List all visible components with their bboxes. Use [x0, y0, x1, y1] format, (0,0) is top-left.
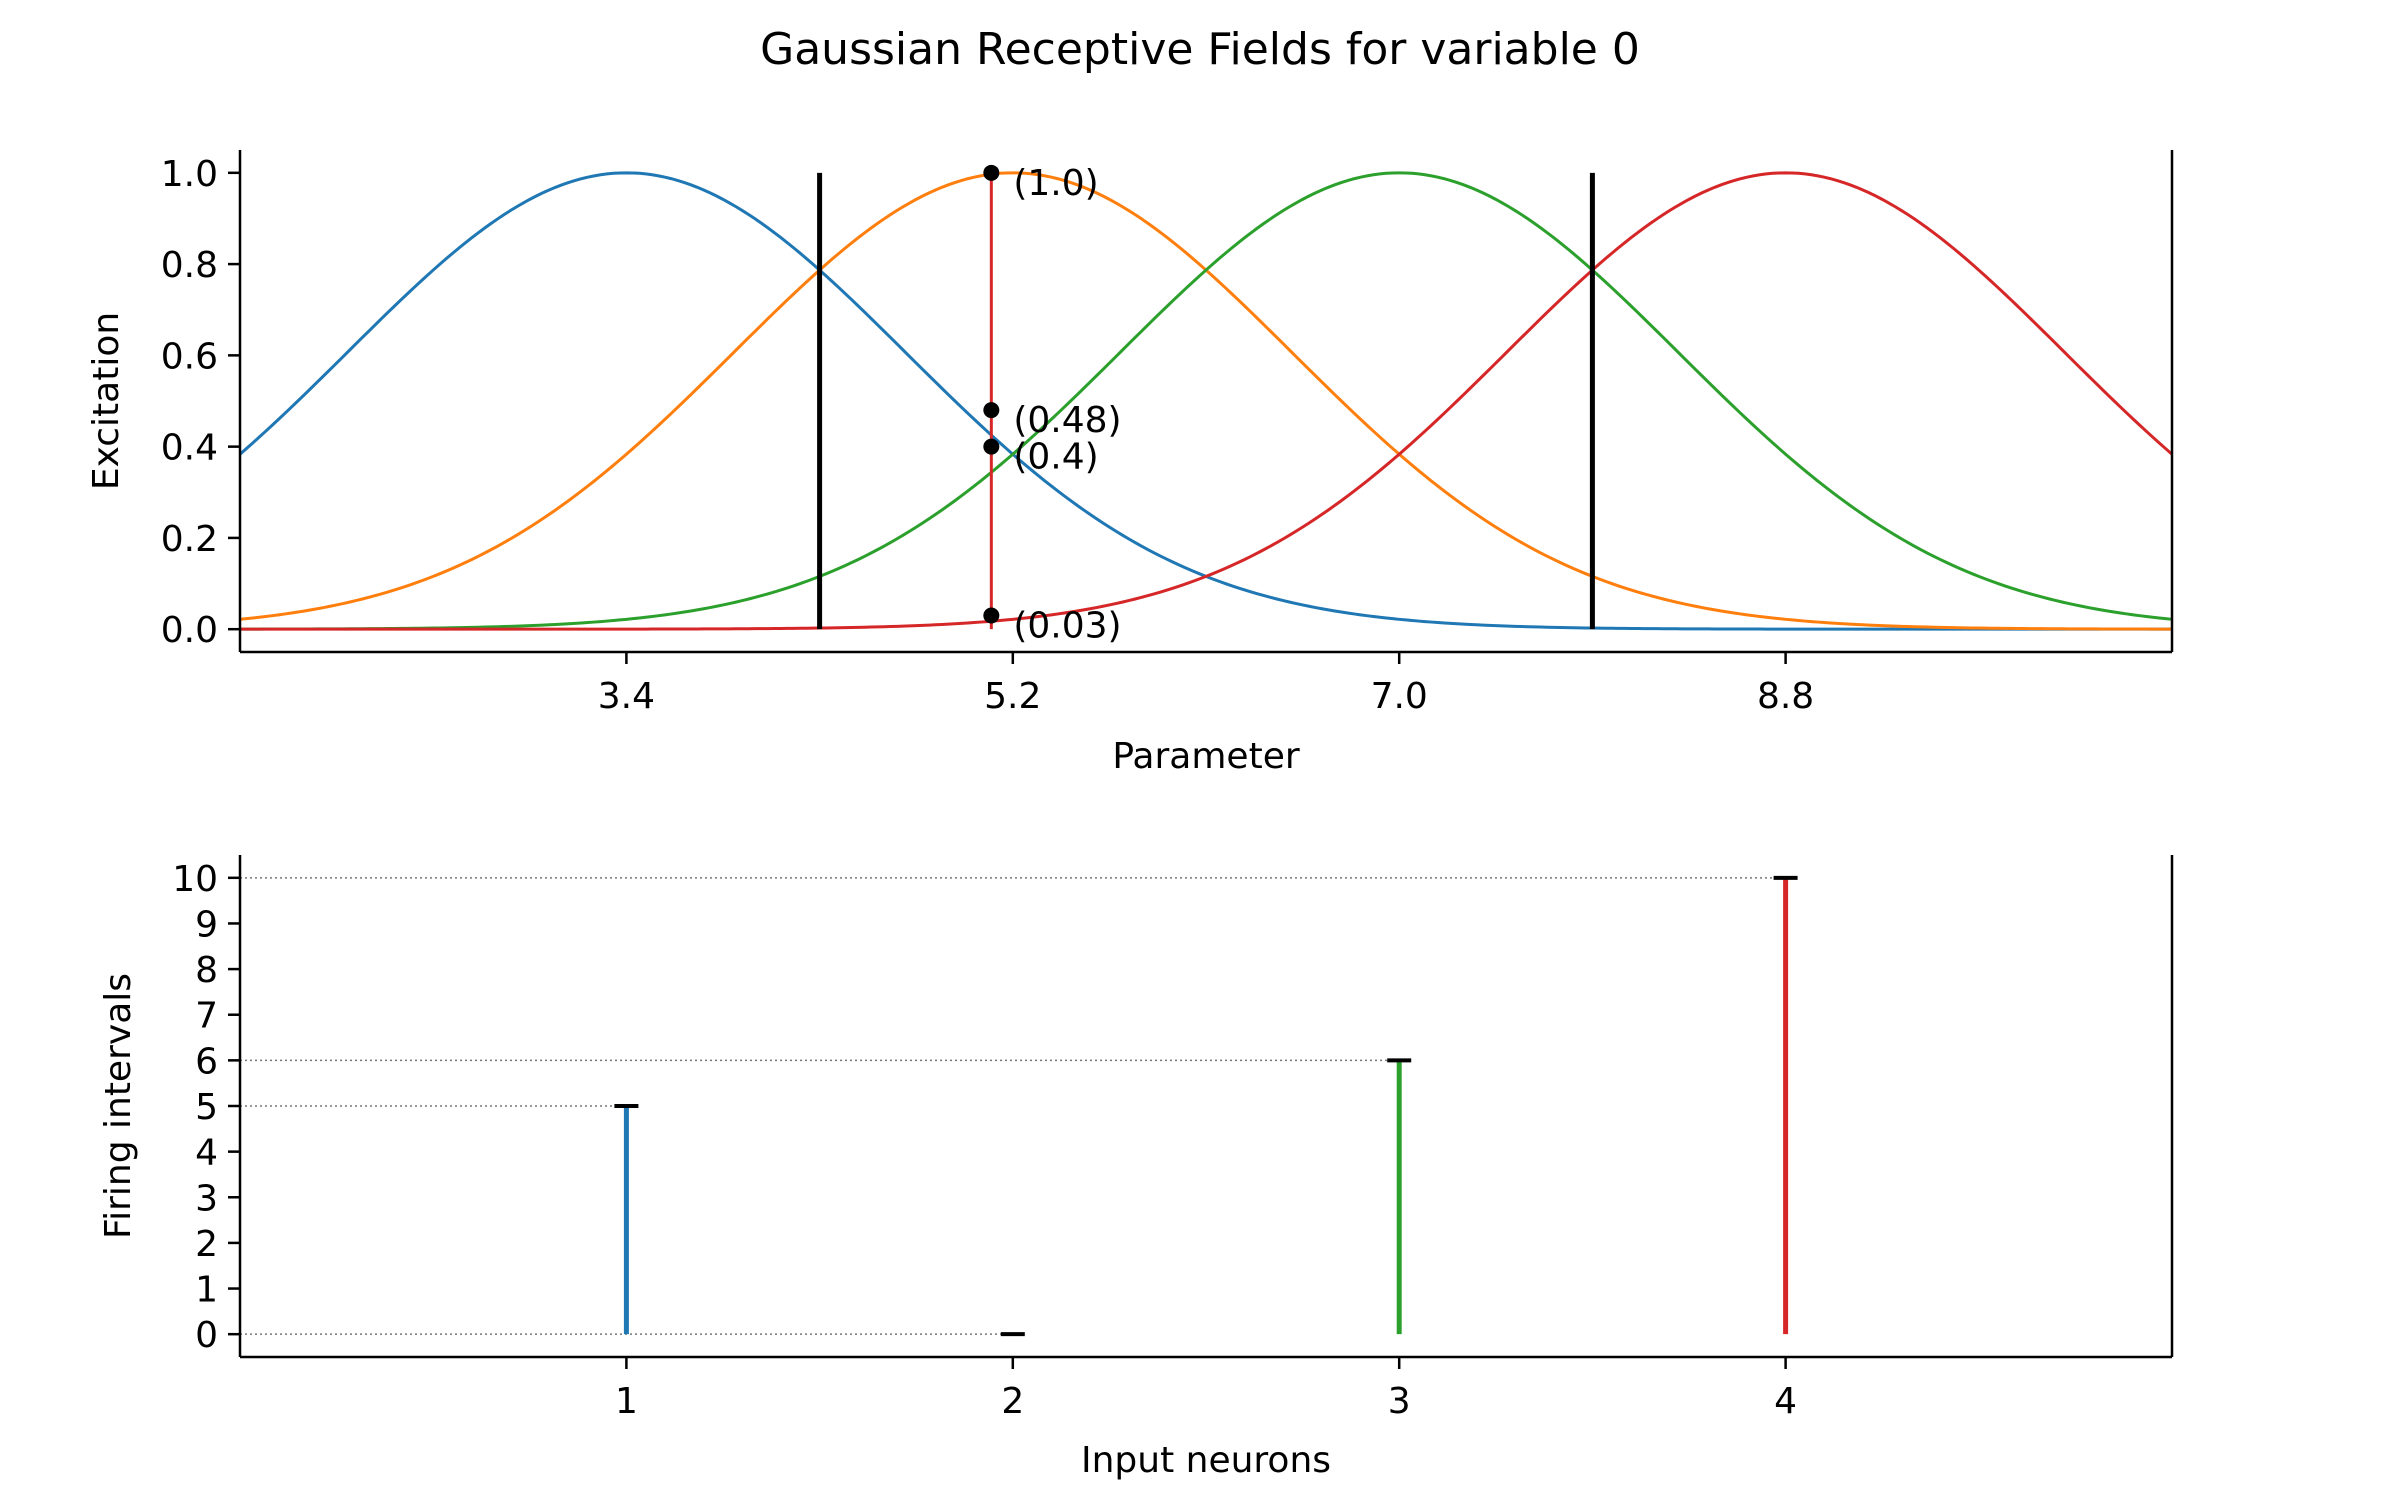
x-axis-label: Input neurons	[1081, 1440, 1331, 1481]
y-tick-label: 5	[195, 1087, 218, 1128]
x-tick-label: 8.8	[1757, 676, 1814, 717]
chart-title: Gaussian Receptive Fields for variable 0	[760, 24, 1640, 75]
x-tick-label: 1	[615, 1381, 638, 1422]
gaussian-receptive-fields-plot: (1.0) (0.48)(0.4) (0.03) 0.0 0.2 0.4 0.6 0.8 1.0…	[86, 150, 2174, 777]
y-tick-label: 7	[195, 996, 218, 1037]
y-tick-label: 0.2	[161, 519, 218, 560]
x-tick-label: 2	[1001, 1381, 1024, 1422]
gaussian-curve-3	[239, 171, 2173, 631]
sample-point-label-2: (0.48)	[1013, 400, 1121, 441]
y-tick-label: 0.6	[161, 336, 218, 377]
sample-point-1	[983, 164, 1000, 181]
sample-point-2	[983, 402, 1000, 419]
x-tick-label: 4	[1774, 1381, 1797, 1422]
y-tick-label: 0.0	[161, 610, 218, 651]
y-tick-label: 0.8	[161, 245, 218, 286]
y-tick-label: 4	[195, 1133, 218, 1174]
y-tick-label: 0	[195, 1315, 218, 1356]
y-tick-label: 8	[195, 950, 218, 991]
y-tick-label: 6	[195, 1041, 218, 1082]
y-tick-label: 1.0	[161, 154, 218, 195]
sample-point-3	[983, 438, 1000, 455]
x-tick-label: 3.4	[598, 676, 655, 717]
sample-point-label-1: (1.0)	[1013, 163, 1098, 204]
x-tick-label: 3	[1388, 1381, 1411, 1422]
gaussian-curve-4	[240, 171, 2173, 631]
y-tick-label: 3	[195, 1178, 218, 1219]
sample-point-4	[983, 607, 1000, 624]
gaussian-curve-1	[239, 171, 2172, 631]
y-tick-label: 9	[195, 904, 218, 945]
y-tick-label: 2	[195, 1224, 218, 1265]
sample-point-label-3: (0.4)	[1013, 437, 1098, 478]
x-axis-label: Parameter	[1112, 736, 1299, 777]
y-tick-label: 0.4	[161, 428, 218, 469]
y-axis-label: Excitation	[86, 312, 127, 490]
x-tick-label: 7.0	[1371, 676, 1428, 717]
gaussian-curve-2	[239, 171, 2173, 631]
y-axis-label: Firing intervals	[98, 973, 139, 1239]
y-tick-label: 10	[172, 859, 218, 900]
x-tick-label: 5.2	[984, 676, 1041, 717]
y-tick-label: 1	[195, 1270, 218, 1311]
sample-point-label-4: (0.03)	[1013, 605, 1121, 646]
